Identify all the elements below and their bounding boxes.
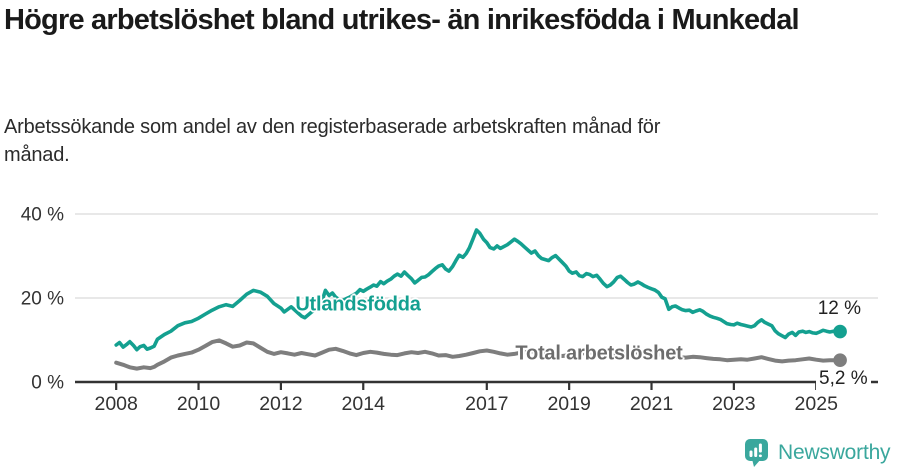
x-tick-label-2019: 2019 (547, 393, 590, 415)
newsworthy-logo-icon (745, 439, 768, 467)
end-value-label-utlandsfodda: 12 % (817, 298, 861, 319)
x-tick-label-2014: 2014 (342, 393, 386, 415)
series-line-0 (114, 228, 842, 352)
page-title: Högre arbetslöshet bland utrikes- än inr… (4, 4, 800, 36)
end-value-label-total: 5,2 % (816, 368, 871, 390)
y-tick-label-20: 20 % (21, 289, 64, 310)
y-tick-label-0: 0 % (31, 373, 64, 394)
page-subtitle: Arbetssökande som andel av den registerb… (4, 116, 661, 166)
x-tick-label-2023: 2023 (712, 393, 755, 415)
x-tick-label-2008: 2008 (94, 393, 137, 415)
x-tick-label-2010: 2010 (177, 393, 221, 415)
x-tick-label-2017: 2017 (465, 393, 508, 415)
series-end-dot-0 (833, 324, 847, 339)
x-tick-label-2021: 2021 (630, 393, 673, 415)
series-end-dot-1 (833, 353, 847, 368)
x-tick-label-2025: 2025 (795, 393, 839, 415)
series-label-utlandsfodda: Utlandsfödda (295, 293, 421, 316)
series-line-1 (114, 338, 843, 371)
y-tick-label-40: 40 % (21, 205, 64, 226)
series-label-total-arbetsloshet: Total arbetslöshet (515, 342, 683, 365)
newsworthy-brand-link[interactable]: Newsworthy (744, 438, 891, 468)
x-tick-label-2012: 2012 (259, 393, 302, 415)
newsworthy-brand-text: Newsworthy (778, 441, 891, 464)
